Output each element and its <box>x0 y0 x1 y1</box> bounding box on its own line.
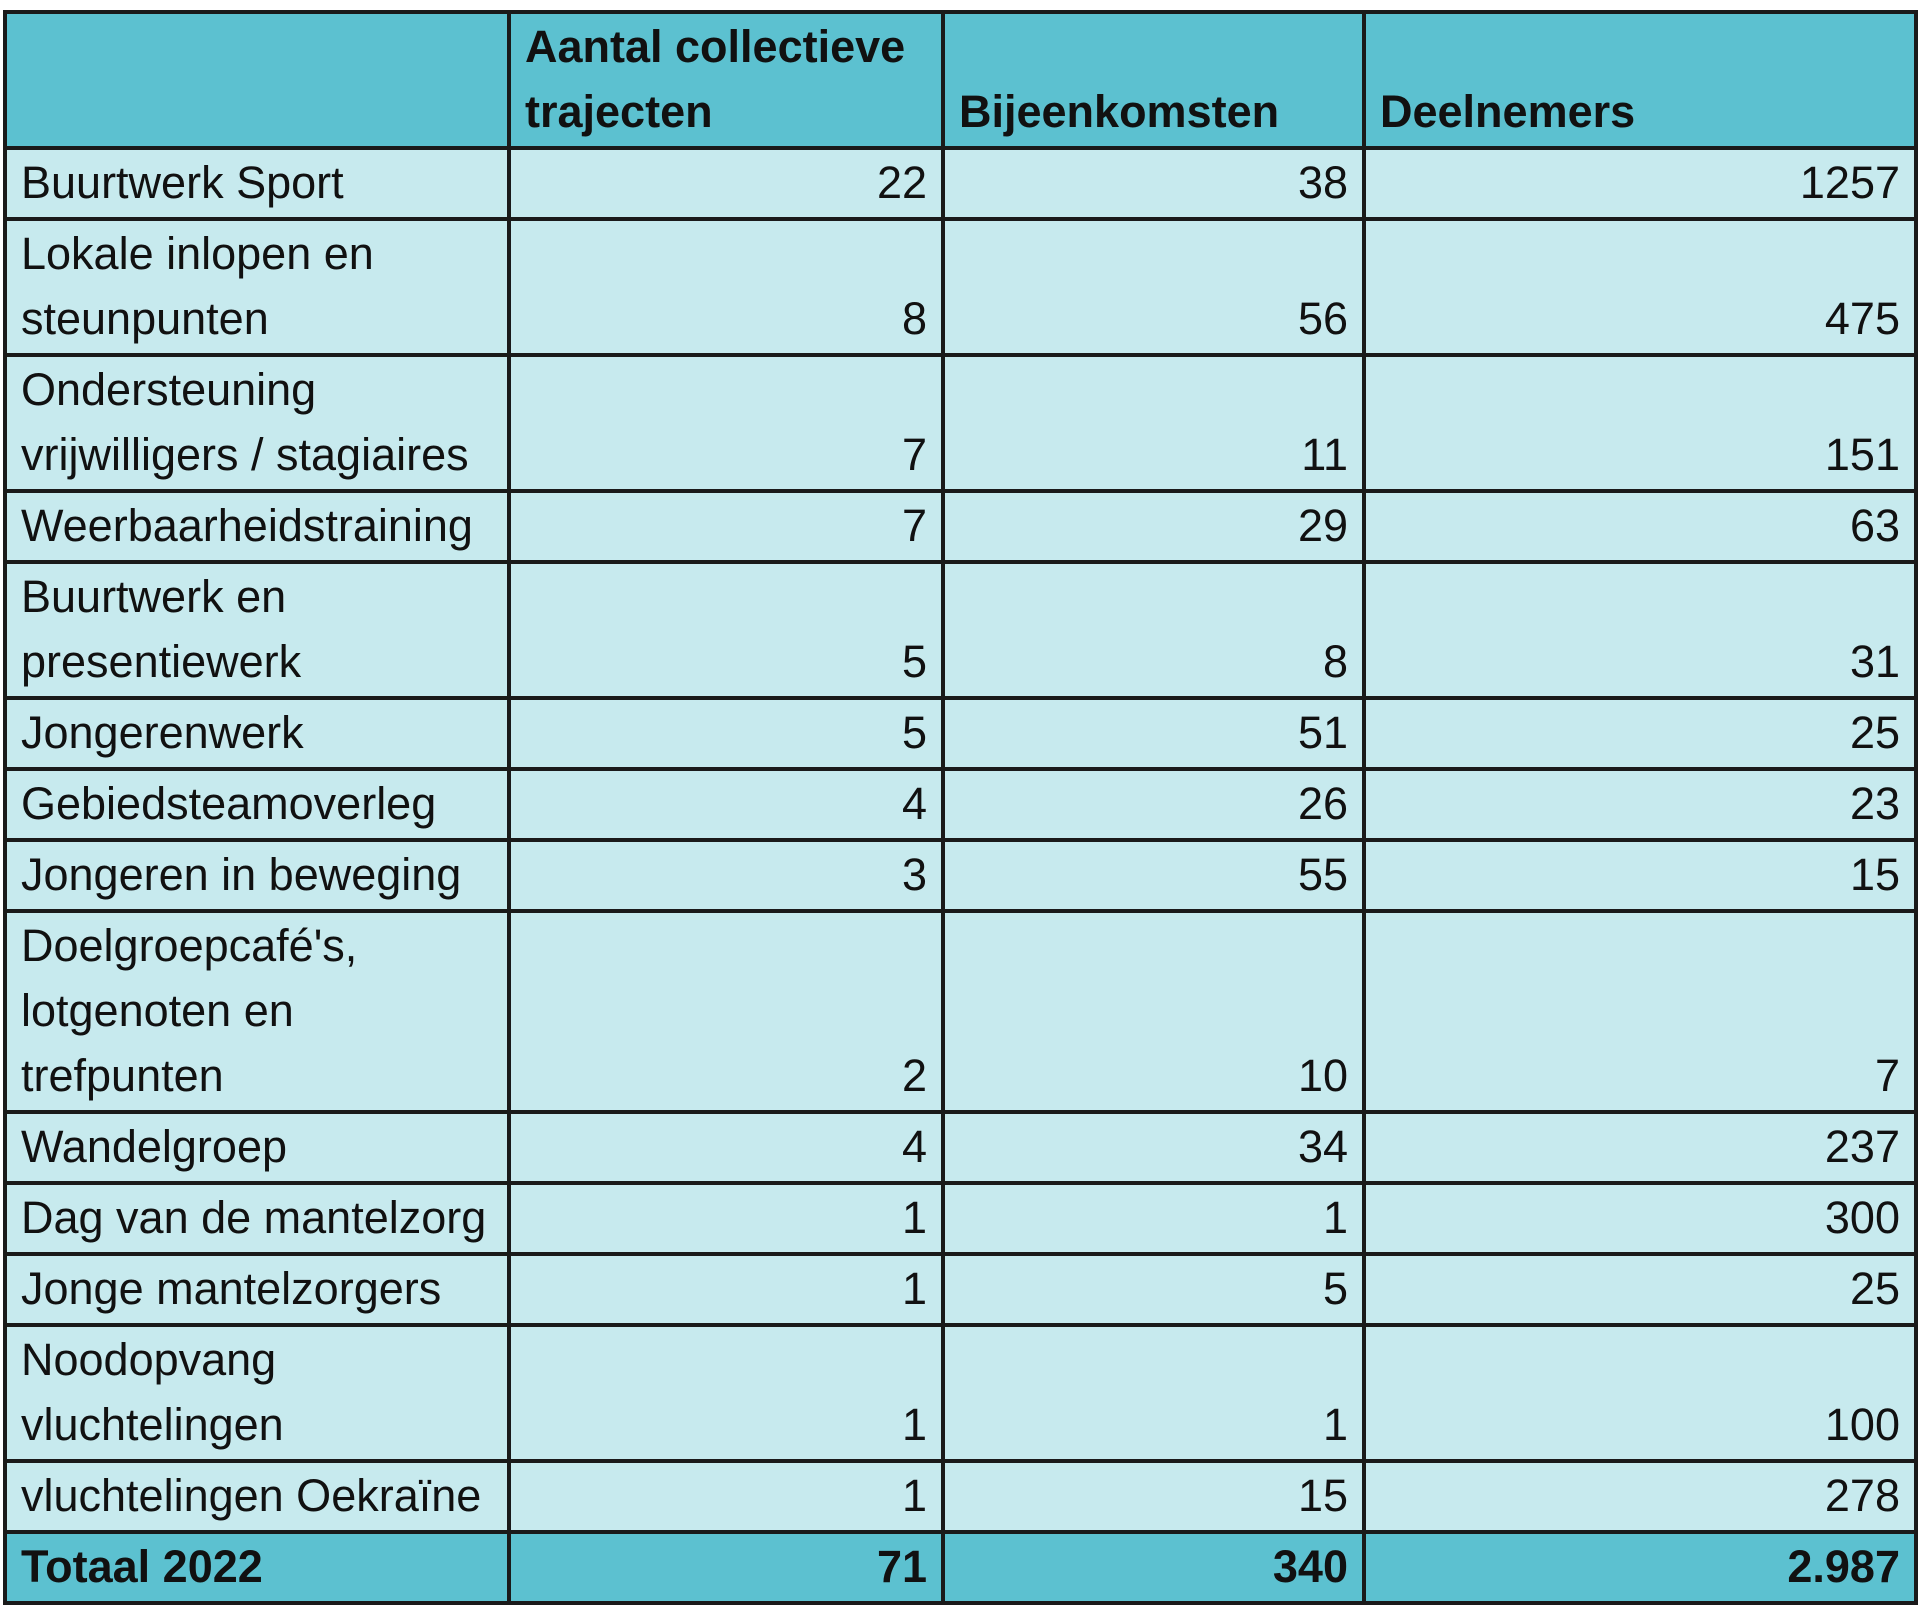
row-trajecten: 7 <box>507 353 945 493</box>
table-row: Buurtwerk Sport 22 38 1257 <box>3 146 1918 221</box>
table-body: Buurtwerk Sport 22 38 1257 Lokale inlope… <box>3 146 1918 1534</box>
row-deelnemers: 63 <box>1362 489 1918 564</box>
row-trajecten: 7 <box>507 489 945 564</box>
row-trajecten: 1 <box>507 1252 945 1327</box>
header-row: Aantal collectieve trajecten Bijeenkomst… <box>3 10 1918 150</box>
row-trajecten: 1 <box>507 1459 945 1534</box>
total-deelnemers: 2.987 <box>1362 1530 1918 1605</box>
table-row: Jonge mantelzorgers 1 5 25 <box>3 1252 1918 1327</box>
row-label: Buurtwerk Sport <box>3 146 511 221</box>
table-row: Buurtwerk en presentiewerk 5 8 31 <box>3 560 1918 700</box>
row-trajecten: 3 <box>507 838 945 913</box>
row-label: Buurtwerk en presentiewerk <box>3 560 511 700</box>
total-row: Totaal 2022 71 340 2.987 <box>3 1530 1918 1605</box>
header-bijeenkomsten: Bijeenkomsten <box>941 10 1366 150</box>
activities-table: Aantal collectieve trajecten Bijeenkomst… <box>3 10 1918 1605</box>
table-row: vluchtelingen Oekraïne 1 15 278 <box>3 1459 1918 1534</box>
total-label: Totaal 2022 <box>3 1530 511 1605</box>
row-label: Jongeren in beweging <box>3 838 511 913</box>
row-bijeenkomsten: 34 <box>941 1110 1366 1185</box>
table-row: Jongeren in beweging 3 55 15 <box>3 838 1918 913</box>
row-label: Ondersteuning vrijwilligers / stagiaires <box>3 353 511 493</box>
row-trajecten: 1 <box>507 1323 945 1463</box>
row-bijeenkomsten: 56 <box>941 217 1366 357</box>
row-deelnemers: 7 <box>1362 909 1918 1114</box>
row-bijeenkomsten: 38 <box>941 146 1366 221</box>
table-row: Noodopvang vluchtelingen 1 1 100 <box>3 1323 1918 1463</box>
table-row: Jongerenwerk 5 51 25 <box>3 696 1918 771</box>
row-trajecten: 8 <box>507 217 945 357</box>
row-trajecten: 22 <box>507 146 945 221</box>
row-label: Gebiedsteamoverleg <box>3 767 511 842</box>
row-trajecten: 4 <box>507 767 945 842</box>
row-deelnemers: 151 <box>1362 353 1918 493</box>
row-deelnemers: 237 <box>1362 1110 1918 1185</box>
row-deelnemers: 23 <box>1362 767 1918 842</box>
row-label: Weerbaarheidstraining <box>3 489 511 564</box>
row-deelnemers: 25 <box>1362 696 1918 771</box>
table-header: Aantal collectieve trajecten Bijeenkomst… <box>3 10 1918 150</box>
row-label: Lokale inlopen en steunpunten <box>3 217 511 357</box>
header-deelnemers: Deelnemers <box>1362 10 1918 150</box>
row-label: Dag van de mantelzorg <box>3 1181 511 1256</box>
row-trajecten: 5 <box>507 560 945 700</box>
row-bijeenkomsten: 11 <box>941 353 1366 493</box>
row-deelnemers: 15 <box>1362 838 1918 913</box>
row-trajecten: 1 <box>507 1181 945 1256</box>
row-label: Wandelgroep <box>3 1110 511 1185</box>
row-deelnemers: 278 <box>1362 1459 1918 1534</box>
row-trajecten: 4 <box>507 1110 945 1185</box>
header-trajecten: Aantal collectieve trajecten <box>507 10 945 150</box>
row-deelnemers: 100 <box>1362 1323 1918 1463</box>
table-row: Weerbaarheidstraining 7 29 63 <box>3 489 1918 564</box>
row-bijeenkomsten: 1 <box>941 1323 1366 1463</box>
row-label: Jonge mantelzorgers <box>3 1252 511 1327</box>
row-bijeenkomsten: 29 <box>941 489 1366 564</box>
table-row: Doelgroepcafé's, lotgenoten en trefpunte… <box>3 909 1918 1114</box>
row-bijeenkomsten: 15 <box>941 1459 1366 1534</box>
table-row: Wandelgroep 4 34 237 <box>3 1110 1918 1185</box>
row-label: vluchtelingen Oekraïne <box>3 1459 511 1534</box>
row-label: Noodopvang vluchtelingen <box>3 1323 511 1463</box>
row-label: Jongerenwerk <box>3 696 511 771</box>
row-trajecten: 2 <box>507 909 945 1114</box>
row-deelnemers: 31 <box>1362 560 1918 700</box>
row-bijeenkomsten: 26 <box>941 767 1366 842</box>
total-trajecten: 71 <box>507 1530 945 1605</box>
row-deelnemers: 300 <box>1362 1181 1918 1256</box>
table-row: Gebiedsteamoverleg 4 26 23 <box>3 767 1918 842</box>
table-footer: Totaal 2022 71 340 2.987 <box>3 1530 1918 1605</box>
total-bijeenkomsten: 340 <box>941 1530 1366 1605</box>
header-activity <box>3 10 511 150</box>
row-bijeenkomsten: 5 <box>941 1252 1366 1327</box>
table-row: Lokale inlopen en steunpunten 8 56 475 <box>3 217 1918 357</box>
row-bijeenkomsten: 8 <box>941 560 1366 700</box>
row-label: Doelgroepcafé's, lotgenoten en trefpunte… <box>3 909 511 1114</box>
table-row: Dag van de mantelzorg 1 1 300 <box>3 1181 1918 1256</box>
row-deelnemers: 25 <box>1362 1252 1918 1327</box>
row-bijeenkomsten: 51 <box>941 696 1366 771</box>
row-deelnemers: 1257 <box>1362 146 1918 221</box>
row-bijeenkomsten: 55 <box>941 838 1366 913</box>
row-bijeenkomsten: 10 <box>941 909 1366 1114</box>
row-bijeenkomsten: 1 <box>941 1181 1366 1256</box>
table-row: Ondersteuning vrijwilligers / stagiaires… <box>3 353 1918 493</box>
row-trajecten: 5 <box>507 696 945 771</box>
row-deelnemers: 475 <box>1362 217 1918 357</box>
